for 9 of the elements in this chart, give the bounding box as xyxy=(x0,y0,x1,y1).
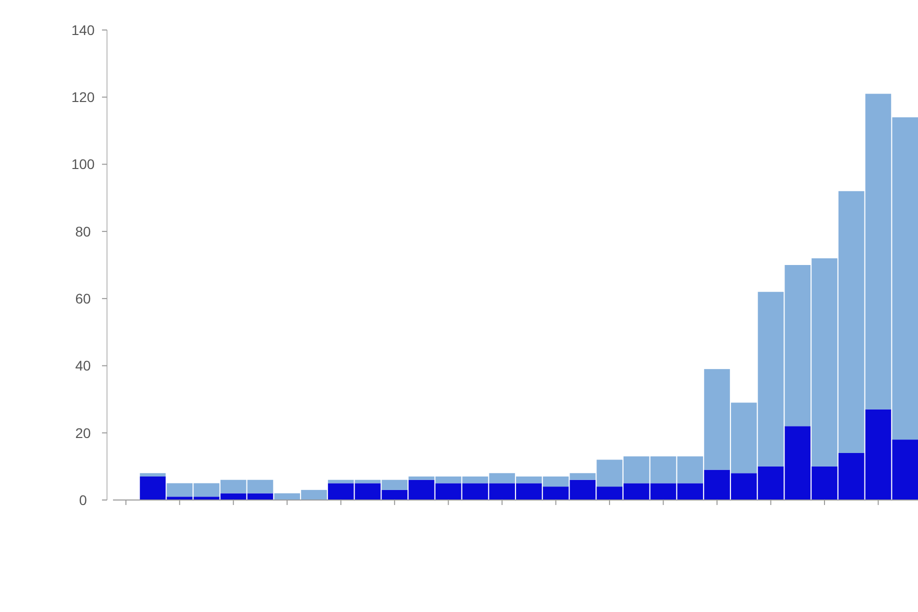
y-tick-label: 20 xyxy=(75,424,91,441)
y-tick-label: 60 xyxy=(75,290,91,306)
y-tick-label: 140 xyxy=(71,22,95,38)
y-tick-label: 80 xyxy=(75,223,91,240)
y-tick-label: 40 xyxy=(75,358,91,374)
y-tick-label: 100 xyxy=(71,156,95,172)
bar xyxy=(140,473,166,476)
y-tick-label: 0 xyxy=(79,492,88,508)
y-tick-label: 120 xyxy=(71,89,95,106)
